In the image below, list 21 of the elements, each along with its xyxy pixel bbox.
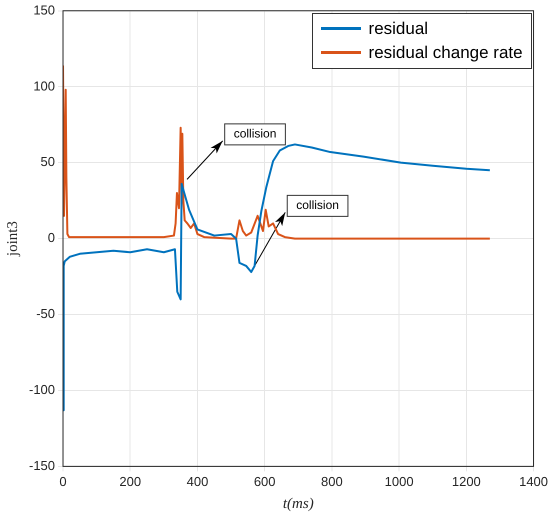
x-tick-label: 1400: [519, 474, 548, 489]
x-axis-title: t(ms): [282, 496, 314, 512]
x-tick-label: 1200: [452, 474, 481, 489]
legend-label: residual change rate: [368, 42, 523, 63]
y-tick-label: -100: [28, 382, 56, 398]
legend-label: residual: [368, 18, 428, 39]
x-tick-label: 400: [186, 474, 208, 489]
y-tick-label: 150: [33, 2, 56, 18]
annotation: collision: [234, 126, 276, 141]
x-tick-label: 0: [59, 474, 67, 489]
x-tick-label: 800: [321, 474, 343, 489]
y-tick-label: -150: [28, 458, 56, 473]
y-tick-label: 0: [48, 230, 56, 246]
y-axis-title: joint3: [4, 221, 21, 258]
y-tick-label: 100: [33, 78, 56, 94]
y-tick-label: 50: [40, 154, 56, 170]
annotation: collision: [296, 198, 339, 212]
x-tick-label: 200: [119, 474, 142, 489]
y-tick-label: -50: [36, 306, 56, 322]
x-tick-label: 1000: [384, 474, 414, 489]
x-tick-label: 600: [254, 474, 276, 489]
